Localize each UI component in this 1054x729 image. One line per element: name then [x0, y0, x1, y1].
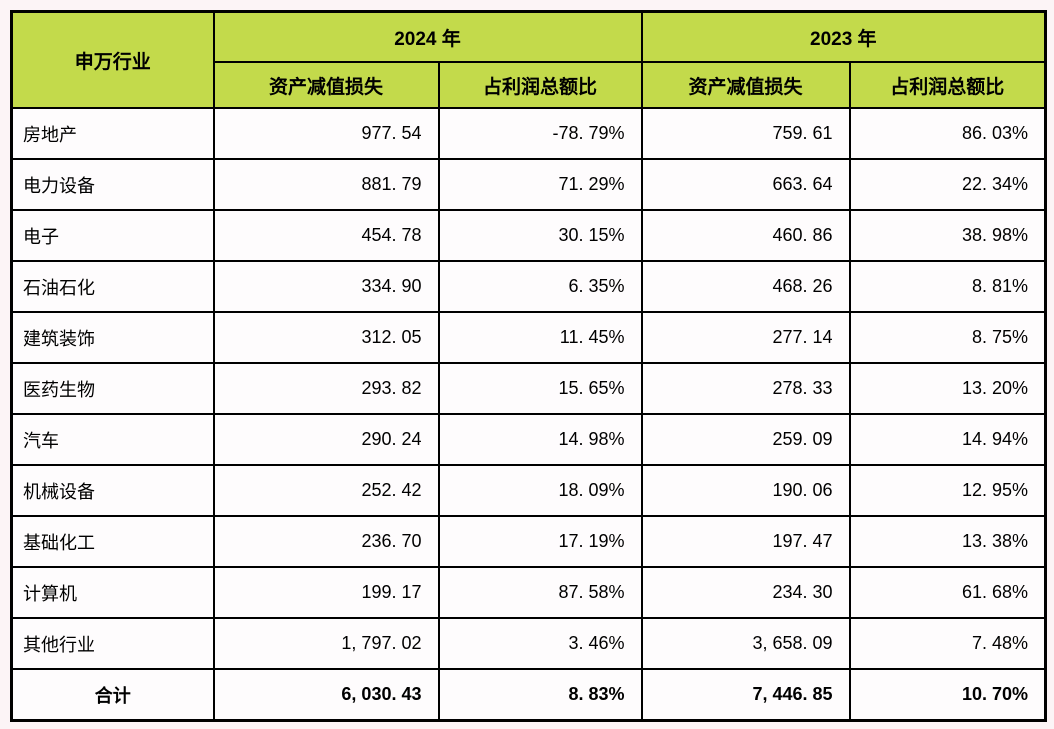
ratio-2024-cell: 17. 19% [437, 515, 643, 568]
industry-name-cell: 医药生物 [10, 362, 215, 415]
industry-name-cell: 基础化工 [10, 515, 215, 568]
industry-name-cell: 汽车 [10, 413, 215, 466]
total-label-cell: 合计 [10, 668, 215, 722]
loss-2023-cell: 197. 47 [640, 515, 851, 568]
loss-2023-cell: 3, 658. 09 [640, 617, 851, 670]
header-industry: 申万行业 [10, 10, 215, 109]
ratio-2024-cell: 3. 46% [437, 617, 643, 670]
table-row: 电子 454. 78 30. 15% 460. 86 38. 98% [10, 209, 1047, 262]
ratio-2023-cell: 13. 38% [848, 515, 1047, 568]
table-row: 计算机 199. 17 87. 58% 234. 30 61. 68% [10, 566, 1047, 619]
loss-2023-cell: 278. 33 [640, 362, 851, 415]
table-row: 基础化工 236. 70 17. 19% 197. 47 13. 38% [10, 515, 1047, 568]
ratio-2024-cell: 18. 09% [437, 464, 643, 517]
total-loss-2023-cell: 7, 446. 85 [640, 668, 851, 722]
total-ratio-2024-cell: 8. 83% [437, 668, 643, 722]
industry-name-cell: 石油石化 [10, 260, 215, 313]
loss-2023-cell: 259. 09 [640, 413, 851, 466]
header-year-2024: 2024 年 [212, 10, 643, 63]
table-row: 电力设备 881. 79 71. 29% 663. 64 22. 34% [10, 158, 1047, 211]
ratio-2024-cell: 11. 45% [437, 311, 643, 364]
ratio-2024-cell: -78. 79% [437, 107, 643, 160]
industry-name-cell: 电力设备 [10, 158, 215, 211]
header-impairment-2024: 资产减值损失 [212, 61, 440, 109]
ratio-2023-cell: 13. 20% [848, 362, 1047, 415]
loss-2024-cell: 881. 79 [212, 158, 440, 211]
loss-2024-cell: 977. 54 [212, 107, 440, 160]
ratio-2023-cell: 61. 68% [848, 566, 1047, 619]
loss-2024-cell: 312. 05 [212, 311, 440, 364]
industry-name-cell: 建筑装饰 [10, 311, 215, 364]
header-impairment-2023: 资产减值损失 [640, 61, 851, 109]
header-row-years: 申万行业 2024 年 2023 年 [10, 10, 1047, 109]
table-row: 医药生物 293. 82 15. 65% 278. 33 13. 20% [10, 362, 1047, 415]
industry-name-cell: 其他行业 [10, 617, 215, 670]
ratio-2024-cell: 15. 65% [437, 362, 643, 415]
total-ratio-2023-cell: 10. 70% [848, 668, 1047, 722]
loss-2024-cell: 334. 90 [212, 260, 440, 313]
ratio-2023-cell: 8. 81% [848, 260, 1047, 313]
loss-2023-cell: 277. 14 [640, 311, 851, 364]
header-row-metrics: 资产减值损失 占利润总额比 资产减值损失 占利润总额比 [12, 61, 1047, 109]
table-row: 汽车 290. 24 14. 98% 259. 09 14. 94% [10, 413, 1047, 466]
table-row: 机械设备 252. 42 18. 09% 190. 06 12. 95% [10, 464, 1047, 517]
loss-2024-cell: 199. 17 [212, 566, 440, 619]
header-profit-ratio-2024: 占利润总额比 [437, 61, 643, 109]
table-row: 石油石化 334. 90 6. 35% 468. 26 8. 81% [10, 260, 1047, 313]
loss-2023-cell: 460. 86 [640, 209, 851, 262]
ratio-2024-cell: 14. 98% [437, 413, 643, 466]
loss-2023-cell: 234. 30 [640, 566, 851, 619]
ratio-2023-cell: 8. 75% [848, 311, 1047, 364]
loss-2023-cell: 468. 26 [640, 260, 851, 313]
industry-name-cell: 房地产 [10, 107, 215, 160]
total-loss-2024-cell: 6, 030. 43 [212, 668, 440, 722]
loss-2023-cell: 663. 64 [640, 158, 851, 211]
loss-2023-cell: 190. 06 [640, 464, 851, 517]
loss-2024-cell: 293. 82 [212, 362, 440, 415]
ratio-2023-cell: 7. 48% [848, 617, 1047, 670]
industry-name-cell: 电子 [10, 209, 215, 262]
ratio-2024-cell: 71. 29% [437, 158, 643, 211]
industry-name-cell: 机械设备 [10, 464, 215, 517]
ratio-2023-cell: 12. 95% [848, 464, 1047, 517]
industry-impairment-table: 申万行业 2024 年 2023 年 资产减值损失 占利润总额比 资产减值损失 … [10, 10, 1048, 722]
ratio-2024-cell: 87. 58% [437, 566, 643, 619]
industry-name-cell: 计算机 [10, 566, 215, 619]
ratio-2023-cell: 22. 34% [848, 158, 1047, 211]
table-row: 其他行业 1, 797. 02 3. 46% 3, 658. 09 7. 48% [10, 617, 1047, 670]
loss-2023-cell: 759. 61 [640, 107, 851, 160]
header-year-2023: 2023 年 [640, 10, 1047, 63]
loss-2024-cell: 236. 70 [212, 515, 440, 568]
table-total-row: 合计 6, 030. 43 8. 83% 7, 446. 85 10. 70% [10, 668, 1047, 722]
ratio-2023-cell: 38. 98% [848, 209, 1047, 262]
ratio-2024-cell: 30. 15% [437, 209, 643, 262]
table-row: 房地产 977. 54 -78. 79% 759. 61 86. 03% [10, 107, 1047, 160]
table-row: 建筑装饰 312. 05 11. 45% 277. 14 8. 75% [10, 311, 1047, 364]
industry-impairment-table-container: 申万行业 2024 年 2023 年 资产减值损失 占利润总额比 资产减值损失 … [10, 10, 1048, 722]
loss-2024-cell: 252. 42 [212, 464, 440, 517]
loss-2024-cell: 454. 78 [212, 209, 440, 262]
ratio-2023-cell: 86. 03% [848, 107, 1047, 160]
loss-2024-cell: 290. 24 [212, 413, 440, 466]
header-profit-ratio-2023: 占利润总额比 [848, 61, 1047, 109]
ratio-2024-cell: 6. 35% [437, 260, 643, 313]
ratio-2023-cell: 14. 94% [848, 413, 1047, 466]
loss-2024-cell: 1, 797. 02 [212, 617, 440, 670]
